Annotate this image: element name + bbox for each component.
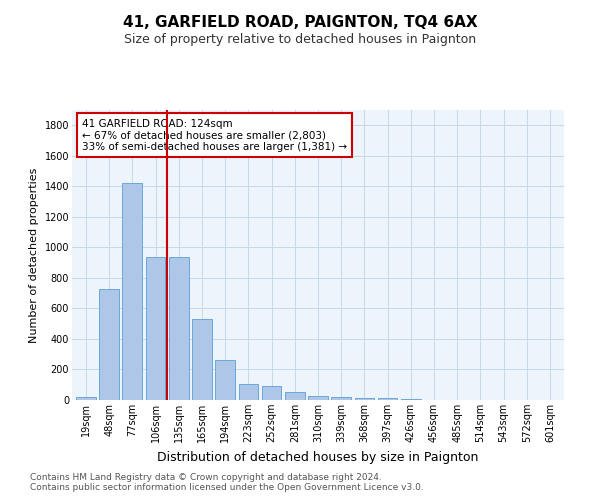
Bar [262,386,281,400]
Bar [99,288,119,400]
Bar [215,360,235,400]
Text: Contains HM Land Registry data © Crown copyright and database right 2024.
Contai: Contains HM Land Registry data © Crown c… [30,473,424,492]
Bar [192,319,212,400]
Bar [378,398,397,400]
Bar [331,398,351,400]
Y-axis label: Number of detached properties: Number of detached properties [29,168,39,342]
Bar [76,397,96,400]
Bar [122,184,142,400]
Bar [239,384,258,400]
Text: 41, GARFIELD ROAD, PAIGNTON, TQ4 6AX: 41, GARFIELD ROAD, PAIGNTON, TQ4 6AX [122,15,478,30]
Bar [285,392,305,400]
Bar [355,398,374,400]
X-axis label: Distribution of detached houses by size in Paignton: Distribution of detached houses by size … [157,450,479,464]
Bar [146,256,166,400]
Bar [401,399,421,400]
Bar [308,396,328,400]
Bar [169,256,188,400]
Text: Size of property relative to detached houses in Paignton: Size of property relative to detached ho… [124,32,476,46]
Text: 41 GARFIELD ROAD: 124sqm
← 67% of detached houses are smaller (2,803)
33% of sem: 41 GARFIELD ROAD: 124sqm ← 67% of detach… [82,118,347,152]
